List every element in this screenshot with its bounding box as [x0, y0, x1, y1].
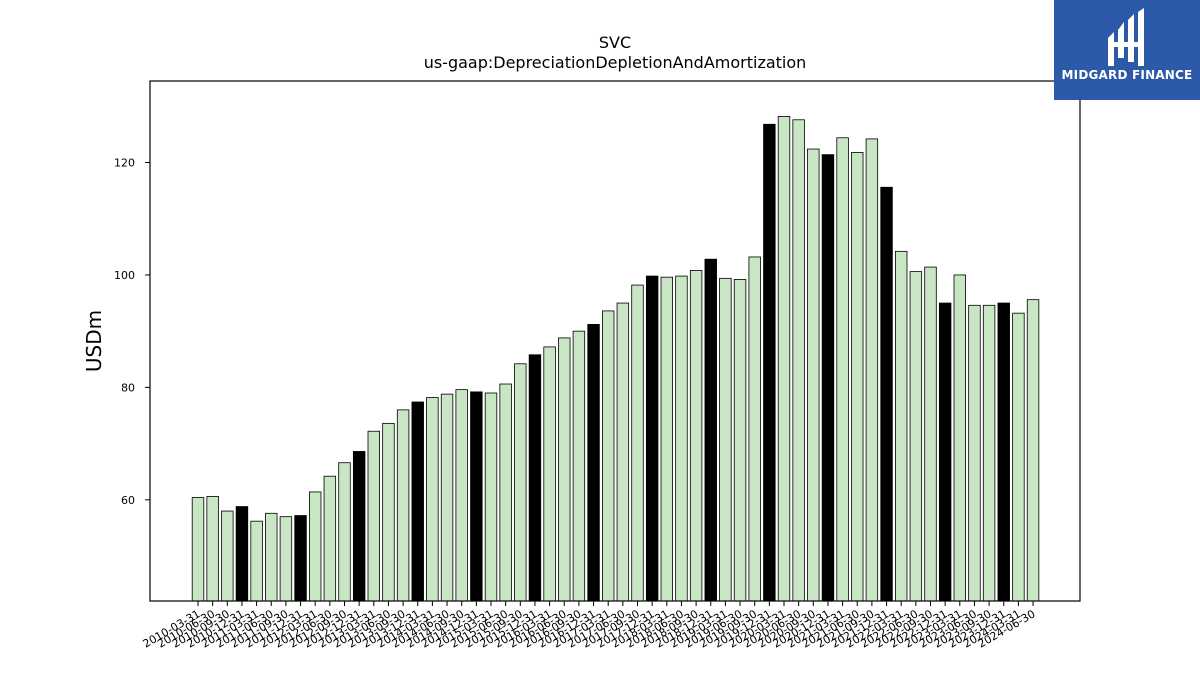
- bars-group: [191, 116, 1040, 602]
- bar: [938, 302, 952, 602]
- bar: [338, 462, 351, 602]
- bar: [455, 389, 468, 602]
- bar: [382, 422, 395, 602]
- bar: [909, 271, 923, 602]
- bar: [748, 256, 761, 602]
- bar: [777, 116, 791, 602]
- bar: [587, 324, 600, 602]
- bar: [323, 475, 337, 602]
- bar: [1012, 312, 1025, 602]
- bar: [763, 123, 776, 602]
- bar: [440, 393, 454, 602]
- y-tick-label: 80: [121, 381, 135, 394]
- bar: [851, 151, 864, 602]
- bar: [821, 154, 835, 602]
- bar: [572, 330, 586, 602]
- bar: [645, 275, 659, 602]
- bar: [660, 276, 674, 602]
- bar: [968, 304, 981, 602]
- bar: [895, 250, 908, 602]
- bar: [221, 510, 234, 602]
- chart-title: SVC: [599, 33, 631, 52]
- bar: [470, 391, 483, 602]
- y-ticks: 60 80 100 120: [114, 157, 150, 507]
- bar: [997, 302, 1010, 602]
- bar: [880, 186, 893, 602]
- bar: [631, 284, 644, 602]
- bar: [689, 270, 703, 602]
- bar: [426, 397, 439, 602]
- brand-name: MIDGARD FINANCE: [1061, 68, 1193, 82]
- bar: [308, 491, 322, 602]
- bar: [719, 277, 732, 602]
- bar: [265, 512, 278, 602]
- y-tick-label: 120: [114, 157, 135, 170]
- bar: [514, 363, 527, 602]
- bar: [982, 304, 996, 602]
- bar: [367, 430, 381, 602]
- bar: [206, 496, 219, 602]
- bar: [352, 451, 366, 602]
- bar: [1026, 299, 1040, 602]
- bar: [865, 138, 879, 602]
- bar: [558, 337, 571, 602]
- bar: [602, 310, 615, 602]
- bar: [924, 266, 937, 602]
- bar: [704, 258, 717, 602]
- chart-subtitle: us-gaap:DepreciationDepletionAndAmortiza…: [424, 53, 807, 72]
- bar: [528, 354, 542, 602]
- bar: [499, 383, 512, 602]
- y-tick-label: 100: [114, 269, 135, 282]
- bar: [675, 275, 688, 602]
- bar: [411, 401, 424, 602]
- y-tick-label: 60: [121, 494, 135, 507]
- bar: [836, 137, 849, 602]
- plot-frame: [149, 80, 1081, 602]
- x-ticks: 2010-03-312010-06-302010-09-302010-12-31…: [141, 601, 1038, 651]
- bar: [953, 274, 967, 602]
- bar: [543, 346, 556, 602]
- bar: [279, 516, 293, 602]
- bar: [191, 497, 205, 602]
- logo-mark-icon: [1108, 8, 1144, 66]
- y-axis-label: USDm: [82, 310, 106, 372]
- bar: [235, 506, 249, 602]
- bar: [792, 119, 805, 602]
- bar: [484, 392, 498, 602]
- bar: [616, 302, 630, 602]
- bar: [733, 279, 747, 602]
- bar: [250, 520, 263, 602]
- bar: [396, 409, 410, 602]
- brand-logo: MIDGARD FINANCE: [1054, 0, 1200, 100]
- bar: [294, 515, 307, 602]
- bar: [807, 148, 820, 602]
